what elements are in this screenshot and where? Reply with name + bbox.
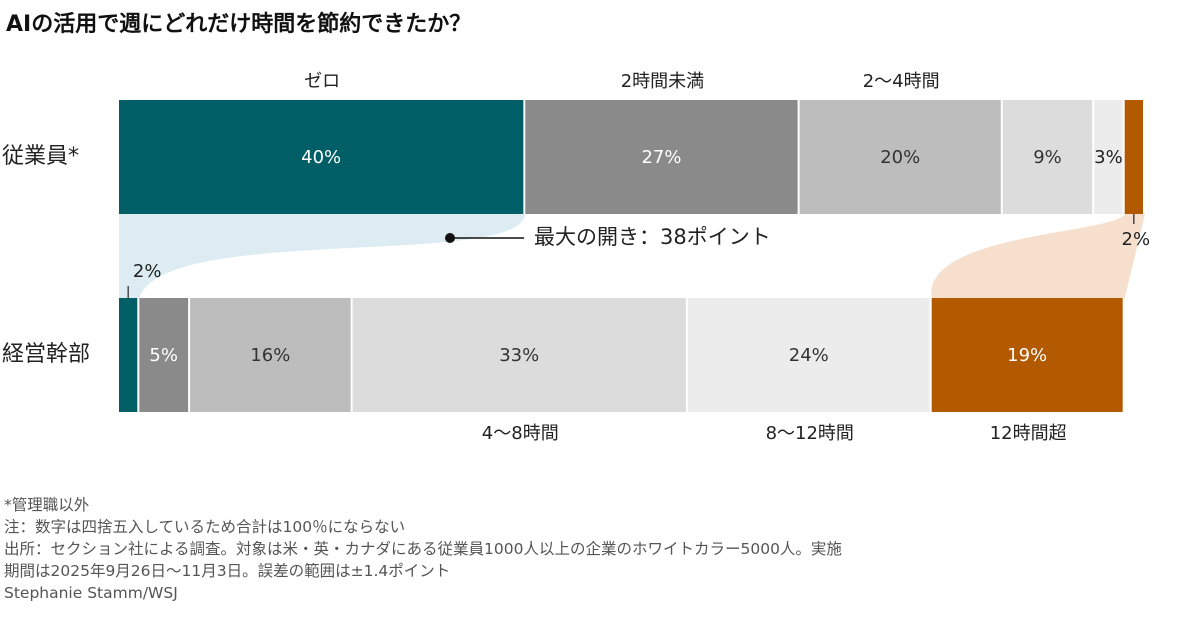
category-label: 2～4時間 — [863, 71, 940, 92]
category-label: 12時間超 — [990, 423, 1067, 444]
data-label: 2% — [133, 261, 162, 282]
data-label: 2% — [1122, 229, 1151, 250]
source-note-line-2: 期間は2025年9月26日～11月3日。誤差の範囲は±1.4ポイント — [4, 562, 451, 580]
bar-executives-2 — [190, 298, 351, 412]
source-note-line-1: 出所：セクション社による調査。対象は米・英・カナダにある従業員1000人以上の企… — [4, 540, 842, 558]
category-label: 4～8時間 — [482, 423, 559, 444]
category-label: ゼロ — [304, 71, 340, 92]
bar-employees-2 — [799, 100, 1001, 214]
rounding-note: 注：数字は四捨五入しているため合計は100％にならない — [4, 518, 406, 536]
bar-executives-4 — [687, 298, 930, 412]
data-label: 16% — [250, 345, 290, 366]
data-label: 3% — [1094, 147, 1123, 168]
bar-employees-1 — [525, 100, 798, 214]
chart-notes: *管理職以外 注：数字は四捨五入しているため合計は100％にならない 出所：セク… — [4, 494, 842, 604]
stacked-bar-chart: 40% 27% 20% 9% 3% 2% 2% 5% 16% 33% 24% 19% ゼロ 2時間未満 2～… — [2, 71, 1151, 444]
bar-executives-0 — [119, 298, 138, 412]
data-label: 19% — [1007, 345, 1047, 366]
connector-band-zero — [119, 214, 526, 298]
data-label: 24% — [789, 345, 829, 366]
credit: Stephanie Stamm/WSJ — [4, 584, 178, 602]
data-label: 20% — [880, 147, 920, 168]
data-label: 27% — [641, 147, 681, 168]
data-label: 9% — [1033, 147, 1062, 168]
category-label: 8～12時間 — [766, 423, 854, 444]
connector-band-over-12h — [931, 214, 1145, 298]
annotation-text: 最大の開き：38ポイント — [534, 225, 771, 249]
bar-executives-5 — [931, 298, 1123, 412]
bar-employees-4 — [1094, 100, 1123, 214]
bar-employees-5 — [1124, 100, 1143, 214]
bar-executives-1 — [139, 298, 189, 412]
category-label: 2時間未満 — [621, 71, 704, 92]
chart-title: AIの活用で週にどれだけ時間を節約できたか？ — [6, 12, 472, 37]
row-label: 従業員* — [2, 144, 79, 169]
data-label: 40% — [301, 147, 341, 168]
data-label: 33% — [499, 345, 539, 366]
row-label: 経営幹部 — [2, 342, 90, 367]
data-label: 5% — [149, 345, 178, 366]
bar-employees-0 — [119, 100, 524, 214]
bar-employees-3 — [1002, 100, 1093, 214]
bar-executives-3 — [352, 298, 686, 412]
asterisk-note: *管理職以外 — [4, 496, 90, 514]
